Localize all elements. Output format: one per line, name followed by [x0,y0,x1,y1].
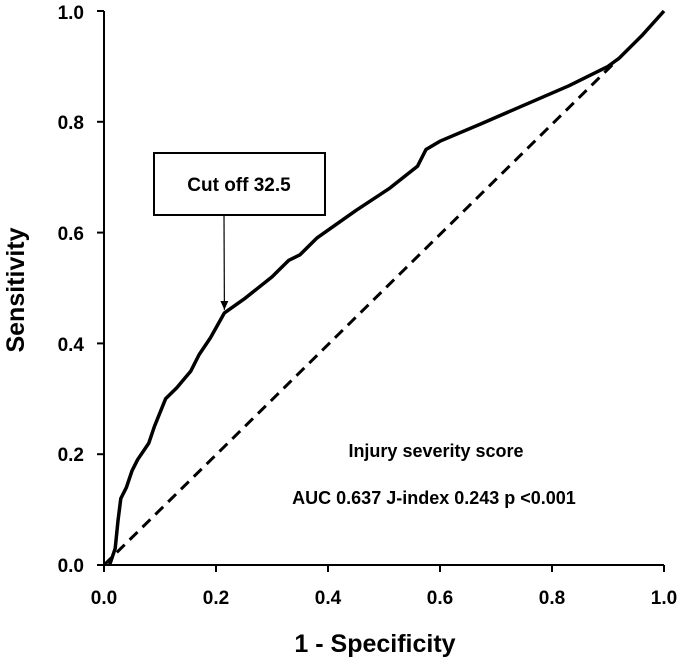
x-tick-label: 0.6 [427,588,453,609]
roc-curve-line [107,9,666,566]
x-tick-label: 1.0 [651,588,677,609]
callout-box [153,152,326,216]
y-tick-label: 0.8 [58,113,84,134]
x-tick-label: 0.8 [539,588,565,609]
y-tick-marks [97,10,104,566]
y-axis-title: Sensitivity [2,227,30,352]
y-tick-label: 1.0 [58,3,84,24]
stats-annotation: AUC 0.637 J-index 0.243 p <0.001 [292,488,576,508]
y-tick-label: 0.2 [58,445,84,466]
x-tick-marks [103,565,665,572]
x-tick-label: 0.4 [315,588,342,609]
callout-label: Cut off 32.5 [187,175,291,196]
x-tick-label: 0.0 [91,588,117,609]
x-axis-title: 1 - Specificity [294,630,455,658]
x-tick-label: 0.2 [203,588,229,609]
y-tick-label: 0.4 [58,335,85,356]
reference-diagonal-line [102,57,621,567]
y-tick-label: 0.0 [58,556,84,577]
score-title-annotation: Injury severity score [348,441,523,461]
y-tick-label: 0.6 [58,224,84,245]
